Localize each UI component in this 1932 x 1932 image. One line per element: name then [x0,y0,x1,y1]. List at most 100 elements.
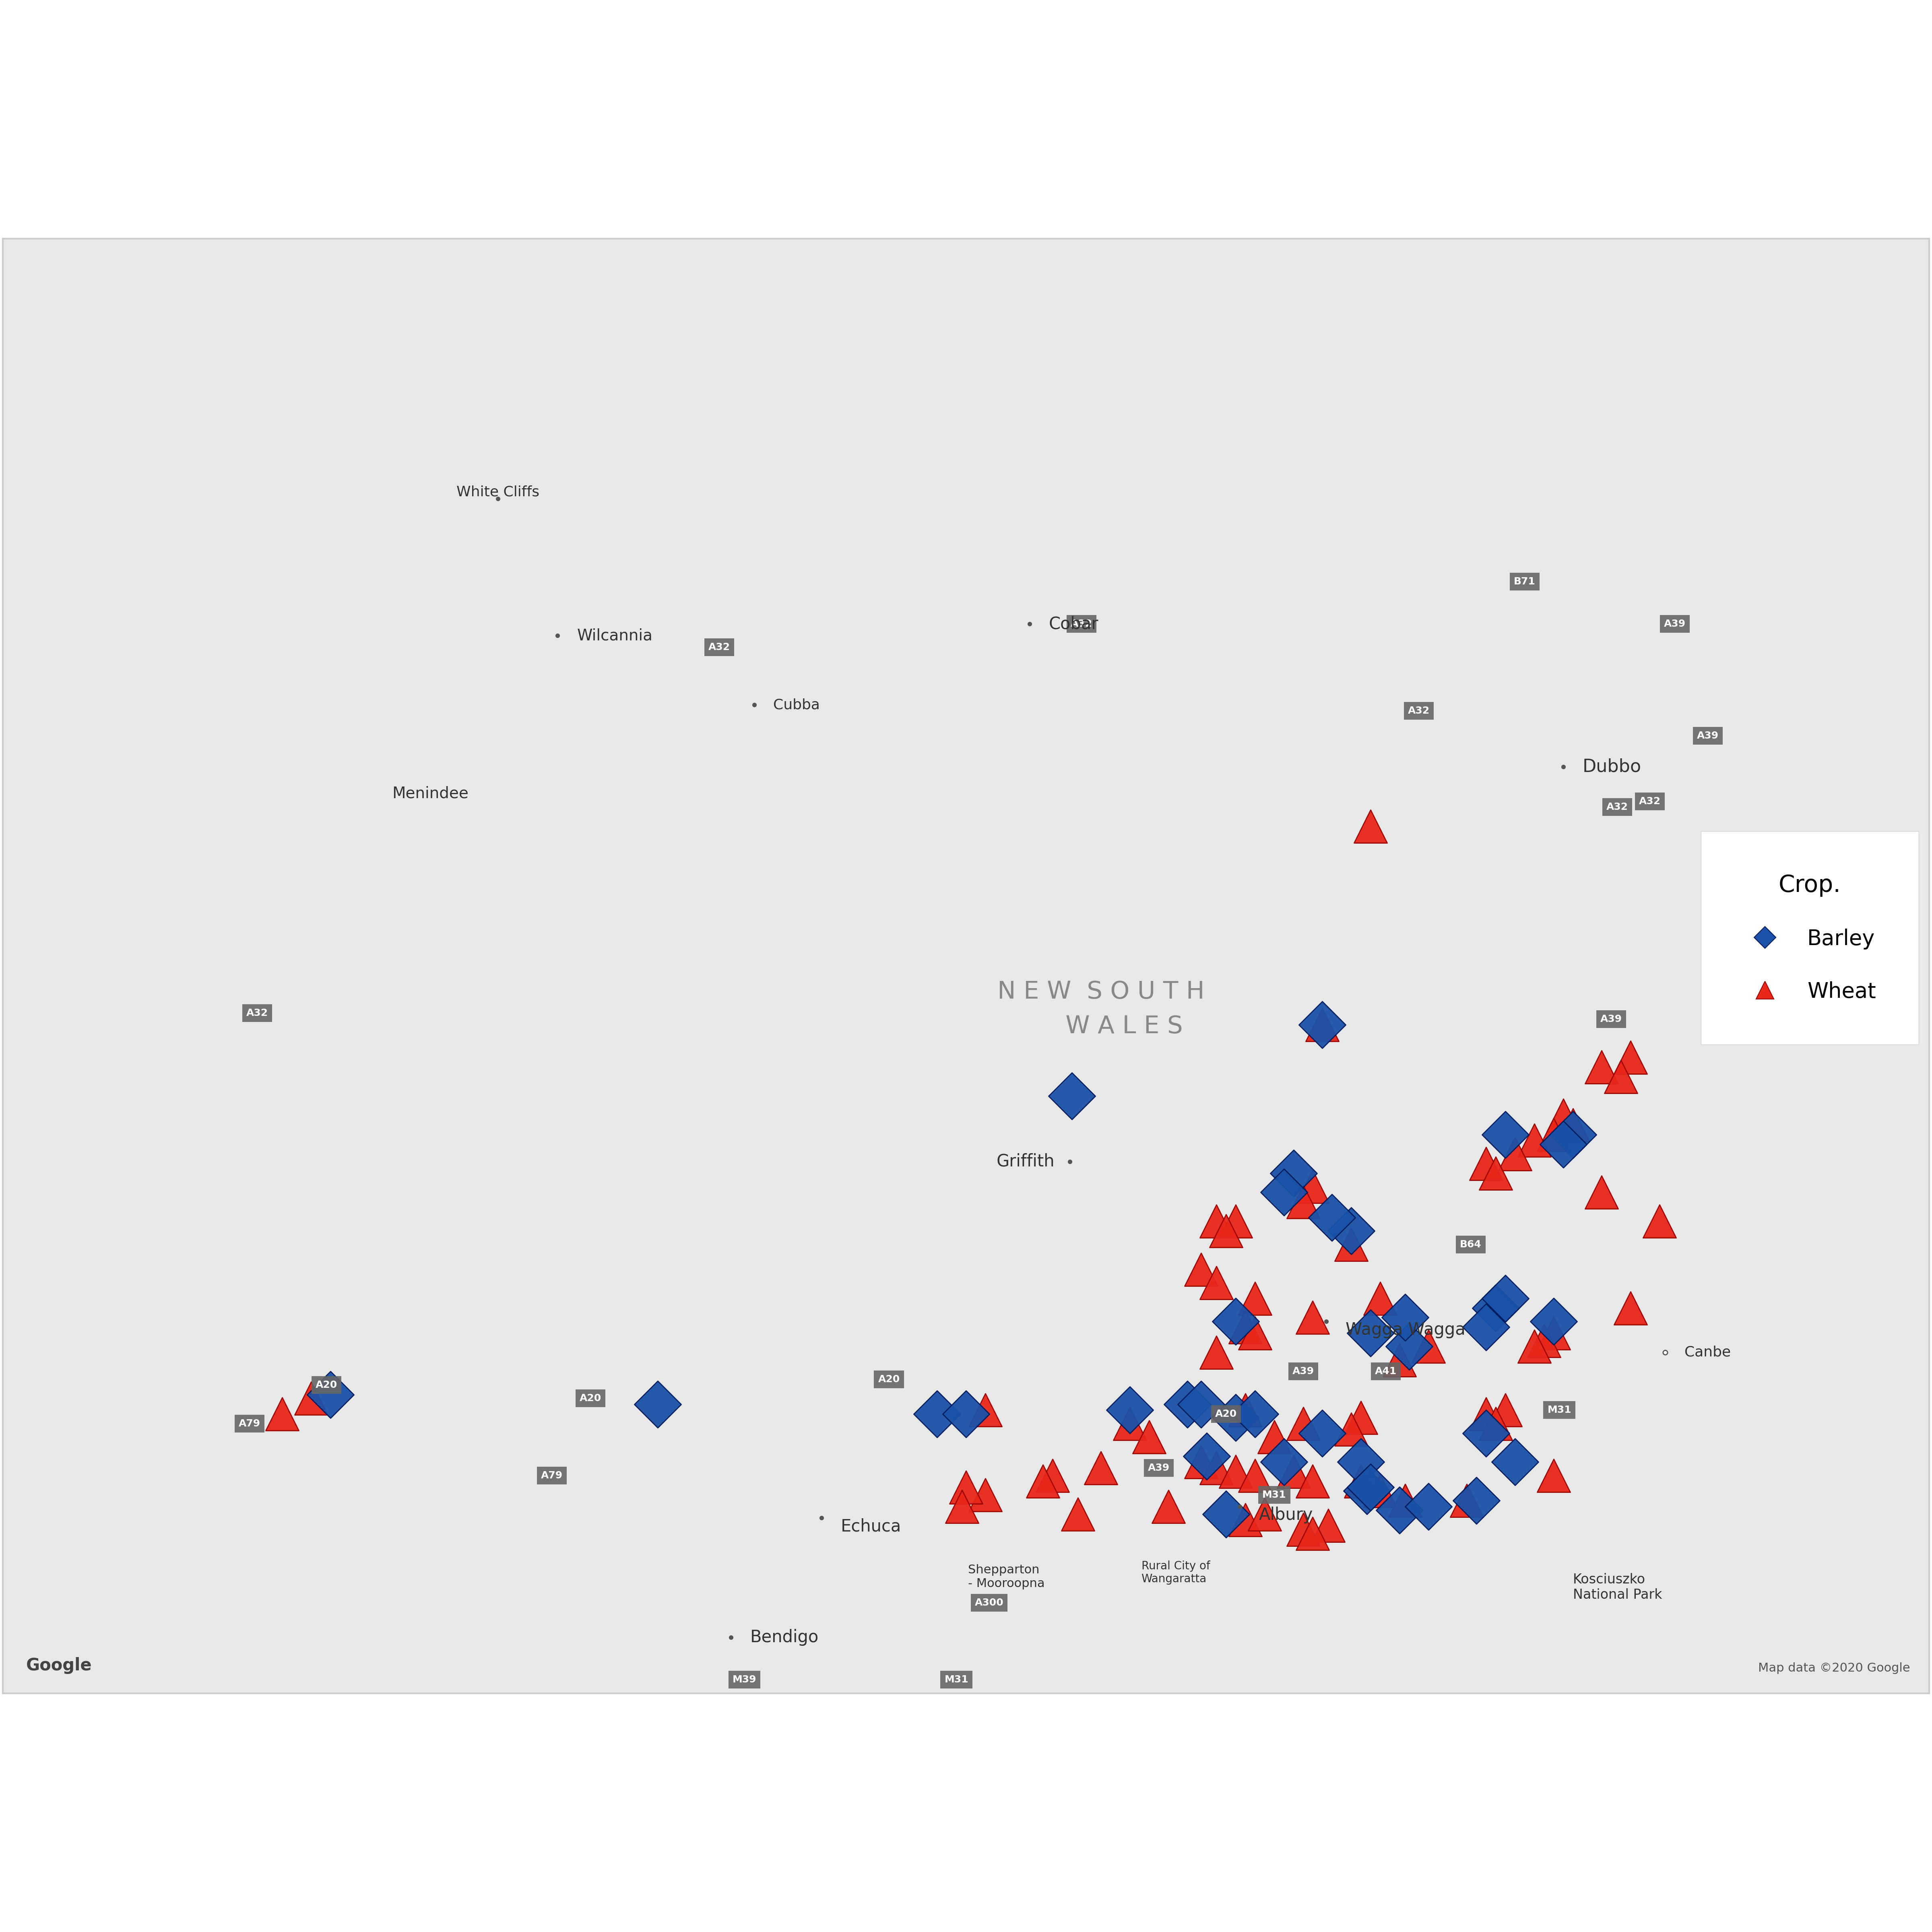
Point [1192,1441,1223,1472]
Point [641,1389,672,1420]
Point [1231,1395,1262,1426]
Point [1063,1499,1094,1530]
Text: Google: Google [25,1658,93,1673]
Point [1202,1206,1233,1236]
Point [1354,811,1385,842]
Point [1287,1408,1318,1439]
Text: Rural City of
Wangaratta: Rural City of Wangaratta [1142,1561,1209,1584]
Text: Kosciuszko
National Park: Kosciuszko National Park [1573,1573,1662,1602]
Point [1538,1318,1569,1349]
Point [1480,1293,1511,1323]
Point [951,1399,981,1430]
Point [1557,1119,1588,1150]
Point [1383,1345,1414,1376]
Text: A20: A20 [1215,1408,1236,1418]
Point [1221,1457,1252,1488]
Point [1345,1466,1376,1497]
Point [1115,1395,1146,1426]
Text: Canbe: Canbe [1685,1345,1731,1358]
Legend: Barley, Wheat: Barley, Wheat [1702,831,1918,1045]
Point [1364,1476,1395,1507]
Point [1306,1009,1337,1039]
Point [1186,1254,1217,1285]
Text: A20: A20 [580,1393,601,1403]
Point [1470,1148,1501,1179]
Point [1644,1206,1675,1236]
Point [1202,1267,1233,1298]
Text: A32: A32 [1070,620,1092,630]
Point [1086,1453,1117,1484]
Text: Menindee: Menindee [392,786,468,802]
Point [1231,1312,1262,1343]
Point [1202,1337,1233,1368]
Text: Albury: Albury [1260,1507,1314,1522]
Point [1490,1283,1520,1314]
Point [1269,1447,1300,1478]
Point [1586,1051,1617,1082]
Point [1115,1408,1146,1439]
Point [1470,1418,1501,1449]
Point [1557,1109,1588,1140]
Point [1364,1283,1395,1314]
Point [1202,1453,1233,1484]
Point [1296,1302,1327,1333]
Point [1350,1476,1381,1507]
Point [1186,1389,1217,1420]
Point [1528,1325,1559,1356]
Point [1451,1486,1482,1517]
Point [1490,1395,1520,1426]
Text: Cobar: Cobar [1049,616,1099,632]
Text: N E W  S O U T H
      W A L E S: N E W S O U T H W A L E S [997,980,1204,1039]
Point [1186,1447,1217,1478]
Point [1470,1312,1501,1343]
Text: M31: M31 [945,1675,968,1685]
Point [296,1383,327,1414]
Point [1269,1177,1300,1208]
Text: Shepparton
- Mooroopna: Shepparton - Mooroopna [968,1565,1045,1590]
Point [1028,1466,1059,1497]
Point [1480,1157,1511,1188]
Point [1057,1080,1088,1111]
Point [1287,1515,1318,1546]
Text: M39: M39 [732,1675,757,1685]
Point [1389,1486,1420,1517]
Point [1470,1399,1501,1430]
Point [947,1492,978,1522]
Text: A32: A32 [245,1009,269,1018]
Text: White Cliffs: White Cliffs [456,485,539,498]
Text: Dubbo: Dubbo [1582,757,1642,775]
Point [267,1399,298,1430]
Text: A39: A39 [1696,730,1719,740]
Point [1306,1418,1337,1449]
Point [1296,1519,1327,1549]
Text: Wilcannia: Wilcannia [578,628,653,643]
Point [1461,1486,1492,1517]
Point [1393,1331,1424,1362]
Point [1383,1495,1414,1526]
Text: A79: A79 [238,1418,261,1428]
Point [951,1472,981,1503]
Point [970,1480,1001,1511]
Point [1240,1283,1271,1314]
Text: A300: A300 [974,1598,1003,1607]
Point [1354,1472,1385,1503]
Point [1605,1061,1636,1092]
Point [1615,1293,1646,1323]
Point [1231,1505,1262,1536]
Point [1240,1461,1271,1492]
Point [1287,1186,1318,1217]
Point [1548,1128,1578,1159]
Text: A32: A32 [1605,802,1629,811]
Point [970,1395,1001,1426]
Point [1260,1422,1291,1453]
Point [1538,1461,1569,1492]
Text: A20: A20 [315,1379,338,1389]
Text: A39: A39 [1663,620,1687,630]
Point [1499,1138,1530,1169]
Point [1221,1403,1252,1434]
Point [1240,1399,1271,1430]
Text: M31: M31 [1548,1405,1571,1414]
Point [315,1379,346,1410]
Point [1173,1389,1204,1420]
Point [1548,1099,1578,1130]
